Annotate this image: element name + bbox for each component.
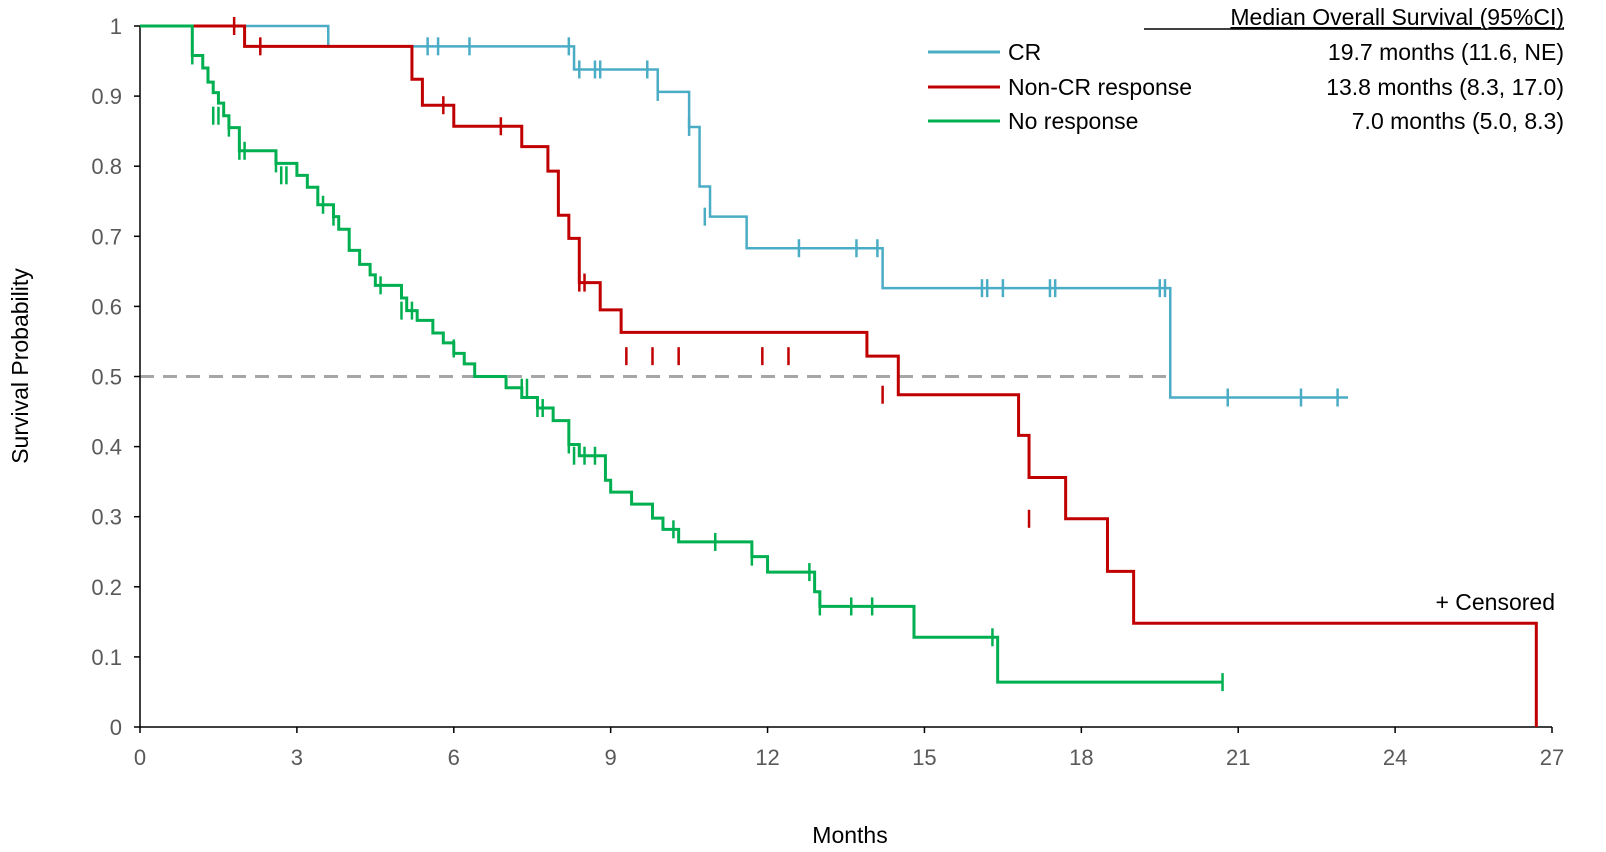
series-cr (140, 24, 1349, 407)
median-label-no-response: 7.0 months (5.0, 8.3) (1352, 108, 1564, 134)
y-tick-label: 0.8 (91, 154, 122, 179)
y-tick-label: 0.3 (91, 505, 122, 530)
x-tick-label: 24 (1383, 745, 1407, 770)
x-tick-label: 18 (1069, 745, 1093, 770)
x-tick-label: 3 (291, 745, 303, 770)
y-tick-label: 0 (110, 715, 122, 740)
x-tick-label: 9 (605, 745, 617, 770)
y-tick-label: 0.4 (91, 435, 122, 460)
ticks-group: 0 3 6 9 12 15 18 21 24 27 0 0.1 0.2 0.3 0.4 0.5 0.6 0.7 0.… (91, 14, 1564, 770)
y-tick-label: 0.9 (91, 84, 122, 109)
y-tick-label: 0.7 (91, 224, 122, 249)
x-tick-label: 12 (755, 745, 779, 770)
series-non-cr (140, 17, 1538, 727)
x-axis-title: Months (812, 822, 887, 848)
y-tick-label: 0.6 (91, 294, 122, 319)
x-tick-label: 0 (134, 745, 146, 770)
y-axis-title: Survival Probability (7, 268, 33, 464)
median-label-cr: 19.7 months (11.6, NE) (1328, 39, 1564, 65)
series-no-response (140, 24, 1224, 692)
survival-curve-cr (140, 24, 1349, 399)
y-tick-label: 1 (110, 14, 122, 39)
series-layer (140, 17, 1538, 727)
censored-note: + Censored (1435, 589, 1555, 615)
legend: CR 19.7 months (11.6, NE) Non-CR respons… (928, 39, 1564, 134)
x-tick-label: 21 (1226, 745, 1250, 770)
x-tick-label: 15 (912, 745, 936, 770)
legend-header: Median Overall Survival (95%CI) (1230, 4, 1564, 30)
x-tick-label: 6 (448, 745, 460, 770)
y-tick-label: 0.2 (91, 575, 122, 600)
y-tick-label: 0.5 (91, 365, 122, 390)
legend-label-cr: CR (1008, 39, 1041, 65)
median-label-non-cr: 13.8 months (8.3, 17.0) (1326, 74, 1564, 100)
legend-label-no-response: No response (1008, 108, 1138, 134)
x-tick-label: 27 (1540, 745, 1564, 770)
legend-label-non-cr: Non-CR response (1008, 74, 1192, 100)
y-tick-label: 0.1 (91, 645, 122, 670)
